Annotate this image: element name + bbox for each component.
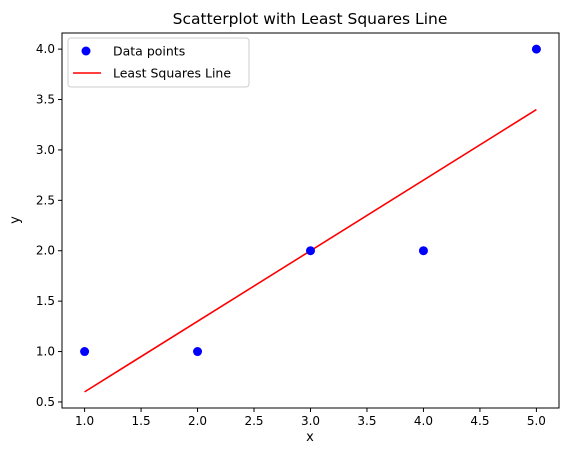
legend-box [67, 37, 250, 88]
y-tick-label: 2.5 [36, 193, 55, 207]
y-tick-label: 2.0 [36, 244, 55, 258]
data-point [80, 347, 90, 357]
data-point [531, 44, 541, 54]
x-tick-label: 5.0 [527, 414, 546, 428]
y-tick-label: 0.5 [36, 395, 55, 409]
y-tick-label: 3.0 [36, 143, 55, 157]
y-axis-label: y [8, 216, 23, 224]
data-point [193, 347, 203, 357]
x-tick-label: 3.5 [357, 414, 376, 428]
x-axis-label: x [306, 430, 314, 445]
x-tick-label: 2.0 [188, 414, 207, 428]
x-tick-label: 2.5 [244, 414, 263, 428]
x-axis: 1.0 1.5 2.0 2.5 3.0 3.5 4.0 4.5 5.0 [75, 408, 546, 428]
x-tick-label: 4.5 [470, 414, 489, 428]
legend-label-least-squares-line: Least Squares Line [113, 66, 231, 81]
y-tick-label: 3.5 [36, 93, 55, 107]
legend: Data points Least Squares Line [67, 37, 250, 88]
x-tick-label: 1.0 [75, 414, 94, 428]
plot-frame [61, 32, 560, 409]
chart-title: Scatterplot with Least Squares Line [173, 10, 448, 28]
data-point [306, 246, 315, 256]
legend-marker-data-points [81, 46, 91, 56]
x-tick-label: 3.0 [301, 414, 320, 428]
plot-marks [80, 44, 541, 393]
y-tick-label: 1.0 [36, 345, 55, 359]
data-point [418, 246, 428, 256]
x-tick-label: 1.5 [132, 414, 151, 428]
y-tick-label: 4.0 [36, 42, 55, 56]
y-axis: 0.5 1.0 1.5 2.0 2.5 3.0 3.5 4.0 [36, 42, 62, 409]
y-tick-label: 1.5 [36, 294, 55, 308]
legend-label-data-points: Data points [113, 44, 185, 59]
x-tick-label: 4.0 [414, 414, 433, 428]
